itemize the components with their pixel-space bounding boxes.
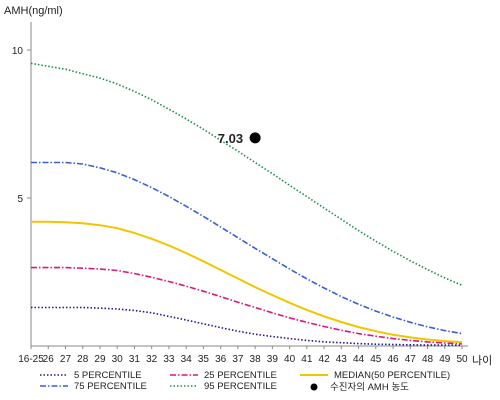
legend-label: 5 PERCENTILE	[74, 370, 142, 381]
series-line-median-50-percentile	[31, 220, 463, 344]
x-tick-label: 33	[163, 354, 175, 365]
patient-amh-point	[249, 132, 261, 144]
x-tick-label: 46	[387, 354, 399, 365]
series-line-25-percentile	[31, 266, 463, 345]
x-tick-label: 28	[77, 354, 89, 365]
y-tick-label: 10	[12, 46, 24, 57]
legend-label: 25 PERCENTILE	[204, 370, 277, 381]
x-tick-label: 32	[146, 354, 158, 365]
x-tick-label: 43	[336, 354, 348, 365]
y-tick-label: 5	[17, 194, 23, 205]
x-tick-label: 27	[60, 354, 72, 365]
x-tick-label: 47	[405, 354, 417, 365]
series-lines	[30, 62, 463, 347]
y-axis-title: AMH(ng/ml)	[4, 5, 63, 17]
x-tick-label: 41	[301, 354, 313, 365]
x-tick-label: 40	[284, 354, 296, 365]
x-tick-label: 26	[43, 354, 55, 365]
x-tick-label: 49	[439, 354, 451, 365]
patient-amh-value: 7.03	[218, 131, 243, 146]
series-line-95-percentile	[30, 62, 463, 287]
marker-group: 7.03	[218, 131, 261, 146]
x-tick-label: 44	[353, 354, 365, 365]
x-tick-label: 16-25	[18, 354, 44, 365]
x-tick-label: 50	[456, 354, 468, 365]
x-tick-label: 37	[232, 354, 244, 365]
x-tick-label: 31	[129, 354, 141, 365]
series-line-75-percentile	[31, 161, 463, 335]
legend-marker-dot	[310, 383, 318, 391]
x-tick-label: 35	[198, 354, 210, 365]
x-tick-label: 39	[267, 354, 279, 365]
x-axis-title: 나이	[472, 354, 492, 367]
x-tick-label: 38	[250, 354, 262, 365]
legend-label: 75 PERCENTILE	[74, 381, 147, 392]
legend: 5 PERCENTILE 25 PERCENTILE MEDIAN(50 PERCE…	[40, 370, 450, 393]
legend-label: 95 PERCENTILE	[204, 381, 277, 392]
x-tick-label: 45	[370, 354, 382, 365]
x-tick-label: 36	[215, 354, 227, 365]
legend-label: MEDIAN(50 PERCENTILE)	[334, 370, 450, 381]
x-tick-label: 34	[181, 354, 193, 365]
y-tick-group: 10 5	[12, 46, 31, 205]
series-line-5-percentile	[31, 306, 463, 347]
x-tick-label: 30	[112, 354, 124, 365]
x-tick-label: 29	[94, 354, 106, 365]
x-tick-label: 42	[319, 354, 331, 365]
legend-label: 수진자의 AMH 농도	[330, 382, 409, 393]
x-tick-label: 48	[422, 354, 434, 365]
